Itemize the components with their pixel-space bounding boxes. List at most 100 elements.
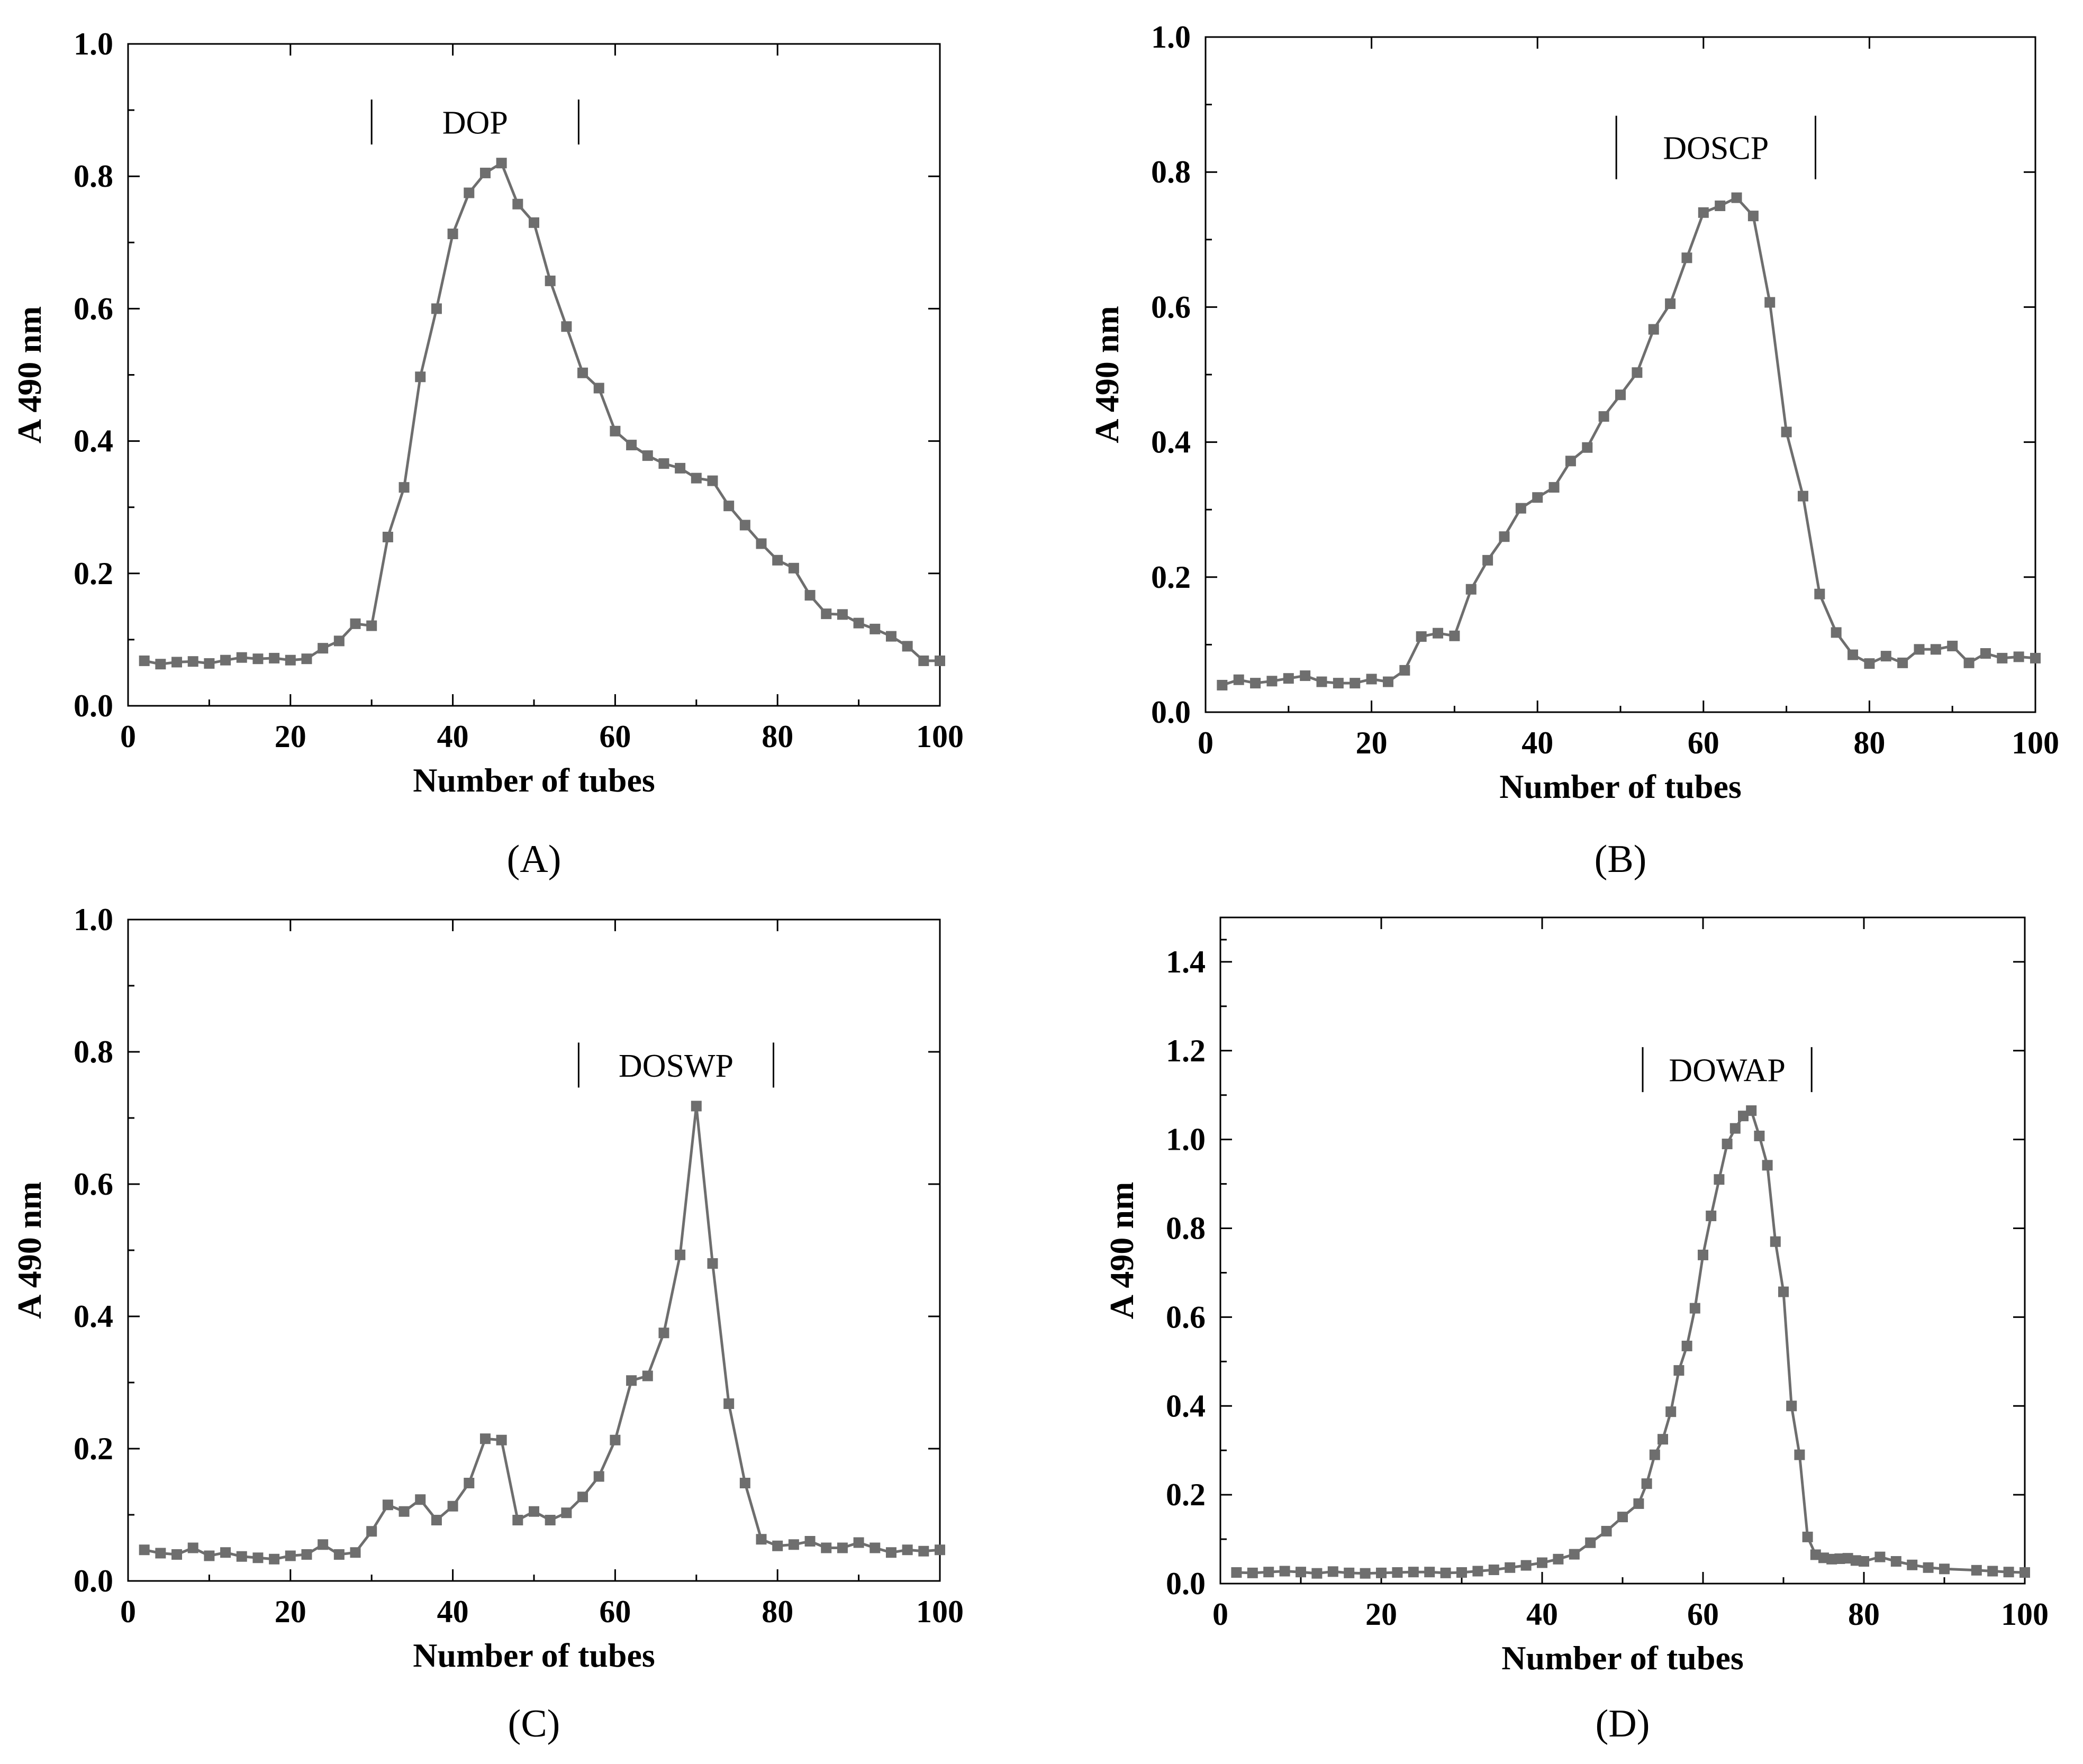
chart-d-data-point (1746, 1105, 1757, 1116)
chart-c-data-point (333, 1549, 345, 1560)
chart-c-data-point (366, 1526, 377, 1537)
chart-a-data-point (301, 653, 312, 665)
chart-b-data-point (1598, 411, 1609, 422)
chart-c-data-point (318, 1539, 329, 1550)
chart-a-data-point (366, 620, 377, 631)
chart-b-data-point (2030, 652, 2041, 663)
chart-b-data-point (1648, 324, 1659, 335)
chart-a-data-point (464, 187, 475, 198)
chart-c-y-tick-label: 1.0 (74, 902, 113, 937)
chart-c-data-point (675, 1249, 686, 1260)
chart-b-data-point (1382, 676, 1393, 687)
chart-b: 0 20 40 60 80 100 0.0 0.2 0.4 0.6 0.8 1.0 Number of … (1088, 20, 2059, 881)
chart-a-x-tick-label: 100 (916, 719, 964, 754)
chart-b-x-tick-label: 0 (1198, 725, 1213, 760)
chart-c-data-point (610, 1434, 621, 1445)
chart-b-data-point (1449, 630, 1460, 641)
chart-c-data-point (187, 1542, 198, 1553)
chart-b-data-point (1731, 192, 1742, 203)
chart-c-panel-label: (C) (508, 1702, 560, 1745)
chart-d-data-point (1585, 1537, 1596, 1548)
chart-b-y-tick-label: 0.6 (1151, 289, 1191, 324)
chart-b-data-point (1416, 631, 1427, 642)
chart-c-data-point (804, 1536, 816, 1547)
chart-a-data-point (853, 617, 864, 629)
chart-c-data-point (707, 1258, 718, 1269)
chart-d-data-point (1247, 1567, 1258, 1578)
chart-a-x-tick-label: 60 (599, 719, 631, 754)
chart-d-data-point (1890, 1556, 1901, 1567)
chart-a-data-point (187, 656, 198, 667)
chart-b-data-point (1880, 651, 1891, 662)
chart-c-data-point (821, 1542, 832, 1553)
chart-d-data-point (1505, 1562, 1516, 1573)
chart-b-data-point (1997, 652, 2008, 663)
chart-d-y-tick-label: 0.2 (1166, 1477, 1206, 1512)
chart-d-data-point (2003, 1567, 2014, 1578)
chart-d-data-point (1488, 1564, 1499, 1575)
chart-c-x-tick-label: 0 (120, 1594, 136, 1629)
chart-d-data-point (1794, 1449, 1805, 1460)
chart-b-x-axis-title: Number of tubes (1499, 768, 1742, 805)
chart-a-data-point (935, 655, 945, 666)
chart-d-x-tick-label: 60 (1687, 1597, 1719, 1632)
chart-d-data-point (1706, 1211, 1717, 1222)
chart-c-data-point (512, 1515, 523, 1525)
chart-d-data-point (1658, 1434, 1668, 1445)
chart-c-data-point (658, 1327, 669, 1339)
chart-b-data-point (1947, 640, 1958, 651)
chart-c-x-tick-label: 20 (275, 1594, 306, 1629)
chart-b-data-point (1366, 674, 1377, 685)
chart-b-data-point (1266, 676, 1278, 687)
chart-c-data-point (577, 1492, 588, 1503)
chart-d-data-point (1738, 1111, 1749, 1122)
chart-a-data-point (610, 425, 621, 437)
chart-a-data-point (269, 652, 280, 663)
chart-d-data-point (1923, 1562, 1934, 1573)
chart-c-data-point (756, 1534, 767, 1545)
chart-a-data-point (139, 655, 150, 666)
chart-a-data-point (496, 158, 507, 169)
chart-d-y-axis-title: A 490 nm (1103, 1182, 1140, 1320)
chart-c-y-tick-label: 0.2 (74, 1431, 113, 1466)
chart-b-x-tick-label: 100 (2012, 725, 2059, 760)
chart-d-data-point (1569, 1549, 1580, 1560)
chart-b-annotation-label: DOSCP (1663, 131, 1769, 167)
chart-a-data-point (479, 167, 491, 178)
chart-d-x-tick-label: 100 (2001, 1597, 2049, 1632)
chart-c-data-point (739, 1478, 750, 1488)
chart-a-data-point (333, 635, 345, 647)
chart-d-data-point (1714, 1174, 1725, 1185)
chart-d-x-tick-label: 20 (1365, 1597, 1397, 1632)
chart-b-data-point (1615, 389, 1626, 401)
chart-d-data-point (1722, 1139, 1733, 1150)
chart-c-data-point (464, 1478, 475, 1488)
chart-a-data-point (204, 658, 215, 669)
chart-d-y-tick-label: 0.0 (1166, 1566, 1206, 1601)
chart-c-y-tick-label: 0.6 (74, 1167, 113, 1202)
chart-a-x-tick-label: 40 (437, 719, 469, 754)
chart-b-data-point (1914, 644, 1925, 655)
chart-b-data-point (1233, 674, 1244, 685)
chart-b-data-point (1465, 584, 1477, 595)
chart-b-data-point (1515, 503, 1526, 514)
chart-b-data-point (1864, 658, 1875, 669)
chart-a-annotation-label: DOP (442, 105, 508, 141)
chart-d-data-point (1971, 1565, 1982, 1576)
chart-d-data-point (1786, 1401, 1797, 1412)
chart-a-x-tick-label: 20 (275, 719, 306, 754)
chart-a-y-tick-label: 0.8 (74, 159, 113, 194)
chart-c-data-point (691, 1101, 702, 1112)
chart-a-data-point (788, 562, 799, 574)
chart-a-x-axis-title: Number of tubes (413, 761, 655, 799)
chart-d-data-point (1698, 1249, 1708, 1260)
chart-a-data-point (561, 321, 572, 332)
chart-c-data-point (902, 1544, 913, 1556)
chart-d-data-point (1770, 1236, 1781, 1247)
chart-d-x-axis-title: Number of tubes (1501, 1639, 1744, 1677)
chart-c-data-point (870, 1542, 881, 1553)
chart-a-data-point (821, 608, 832, 620)
chart-a-y-tick-label: 0.6 (74, 291, 113, 326)
chart-d-data-point (1633, 1498, 1644, 1509)
chart-c-data-point (772, 1540, 783, 1551)
